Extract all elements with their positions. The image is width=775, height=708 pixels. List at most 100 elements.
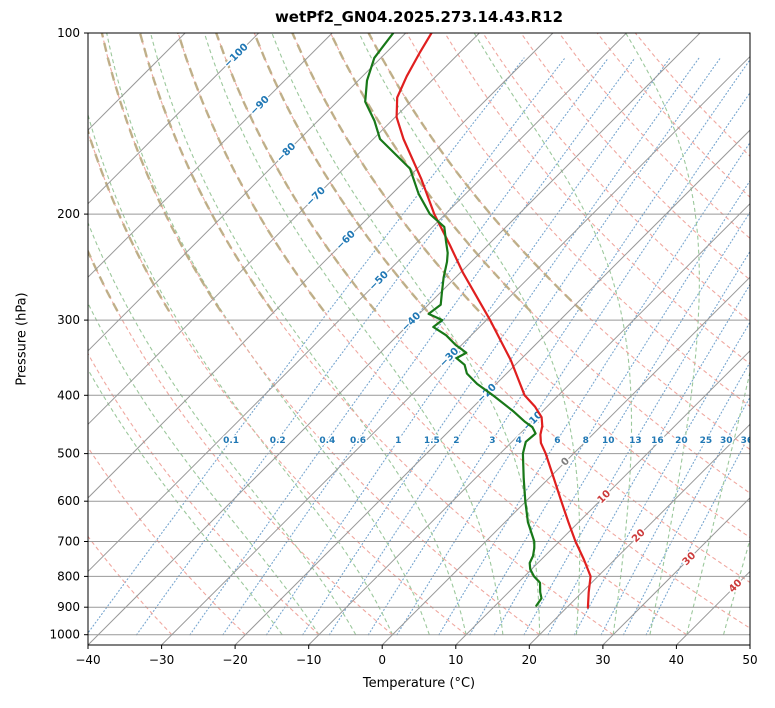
dry-adiabat-line (482, 33, 750, 323)
mixing-ratio-label: 20 (675, 436, 688, 446)
mixing-ratio-label: 30 (720, 436, 733, 446)
mixing-ratio-line (328, 57, 721, 636)
tan-adiabat-line (100, 33, 222, 312)
isotherm-label: −100 (222, 42, 250, 70)
moist-adiabat-line (88, 112, 393, 635)
mixing-ratio-line (469, 179, 750, 636)
mixing-ratio-label: 2 (453, 436, 459, 446)
moist-adiabat-line (760, 33, 775, 635)
mixing-ratio-label: 0.1 (223, 436, 239, 446)
isotherm-line (308, 202, 750, 645)
x-tick-label: −40 (75, 653, 100, 667)
mixing-ratio-line (493, 211, 750, 636)
isotherm-line (381, 276, 750, 645)
dry-adiabat-line (88, 129, 467, 636)
isotherm-line (88, 33, 333, 278)
isotherm-line (88, 33, 407, 352)
isotherm-line (88, 33, 186, 131)
moist-adiabat-line (358, 33, 581, 635)
moist-adiabat-line (271, 33, 541, 635)
tan-adiabat-line (138, 33, 274, 312)
isotherm-line (528, 423, 750, 645)
chart-title: wetPf2_GN04.2025.273.14.43.R12 (274, 8, 564, 26)
dry-adiabat-line (101, 33, 540, 636)
x-tick-label: 30 (595, 653, 610, 667)
tan-adiabat-line (176, 33, 325, 312)
dry-adiabat-line (444, 33, 750, 365)
tan-adiabat-line (88, 127, 171, 312)
x-tick-label: 40 (669, 653, 684, 667)
x-axis-label: Temperature (°C) (362, 676, 476, 691)
tan-adiabat-line (329, 33, 532, 313)
temperature-curve (395, 33, 592, 609)
moist-adiabat-line (722, 537, 750, 635)
tan-adiabat-line (291, 33, 480, 313)
tan-adiabat-line (367, 33, 584, 313)
x-tick-label: 20 (522, 653, 537, 667)
y-tick-label: 700 (57, 535, 80, 549)
x-tick-label: −30 (149, 653, 174, 667)
dry-adiabat-line (88, 535, 173, 636)
dry-adiabat-line (215, 33, 750, 629)
mixing-ratio-label: 8 (583, 436, 589, 446)
dry-adiabat-line (520, 33, 750, 281)
dry-adiabat-line (88, 446, 246, 636)
dry-adiabat-line (88, 250, 393, 636)
y-tick-label: 400 (57, 388, 80, 402)
isotherm-line (749, 644, 750, 645)
mixing-ratio-line (438, 141, 750, 636)
mixing-ratio-label: 0.6 (350, 436, 366, 446)
y-tick-label: 1000 (49, 628, 80, 642)
isotherm-line (161, 55, 750, 645)
moist-adiabat-line (88, 221, 357, 635)
mixing-ratio-line (302, 57, 700, 636)
moist-adiabat-line (106, 33, 430, 635)
mixing-ratio-line (136, 57, 566, 636)
mixing-ratio-label: 25 (700, 436, 713, 446)
mixing-ratio-line (600, 361, 750, 636)
mixing-ratio-label: 1 (395, 436, 401, 446)
y-tick-label: 200 (57, 207, 80, 221)
x-tick-label: 10 (448, 653, 463, 667)
isotherm-line (88, 33, 701, 645)
y-tick-label: 800 (57, 569, 80, 583)
mixing-ratio-line (367, 58, 750, 636)
isotherm-label: 30 (681, 550, 699, 568)
mixing-ratio-label: 0.2 (270, 436, 286, 446)
plot-area: −100−90−80−70−60−50−40−30−20−10010203040… (88, 33, 775, 645)
moist-adiabat-line (88, 368, 283, 636)
mixing-ratio-label: 16 (651, 436, 664, 446)
moist-adiabat-line (473, 33, 633, 635)
y-tick-label: 900 (57, 600, 80, 614)
mixing-ratio-line (265, 57, 671, 636)
dewpoint-curve (364, 33, 543, 607)
mixing-ratio-line (622, 396, 750, 636)
mixing-ratio-line (88, 57, 525, 634)
mixing-ratio-line (645, 433, 750, 636)
isotherm-line (88, 33, 627, 573)
mixing-ratio-line (222, 57, 636, 636)
plot-frame (87, 32, 751, 646)
x-tick-label: −10 (296, 653, 321, 667)
mixing-ratio-line (573, 321, 750, 636)
x-tick-label: −20 (222, 653, 247, 667)
y-tick-label: 300 (57, 313, 80, 327)
mixing-ratio-label: 3 (489, 436, 495, 446)
mixing-ratio-label: 13 (629, 436, 642, 446)
x-tick-label: 50 (742, 653, 757, 667)
moist-adiabat-line (150, 33, 467, 635)
mixing-ratio-line (189, 57, 609, 636)
mixing-ratio-line (396, 91, 750, 636)
moist-adiabat-line (203, 33, 504, 635)
moist-adiabat-line (625, 33, 700, 635)
y-tick-label: 600 (57, 494, 80, 508)
mixing-ratio-label: 0.4 (319, 436, 335, 446)
x-tick-label: 0 (378, 653, 386, 667)
moist-adiabat-line (88, 302, 320, 636)
isotherm-line (234, 129, 750, 645)
isotherm-line (88, 33, 260, 205)
tan-adiabat-line (215, 33, 377, 312)
isotherm-line (88, 33, 554, 499)
isotherm-label: −60 (334, 229, 358, 253)
